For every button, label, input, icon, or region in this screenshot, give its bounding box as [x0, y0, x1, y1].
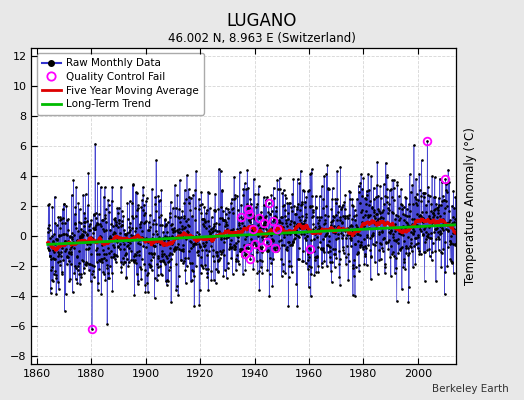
Y-axis label: Temperature Anomaly (°C): Temperature Anomaly (°C) [464, 127, 477, 285]
Text: LUGANO: LUGANO [227, 12, 297, 30]
Legend: Raw Monthly Data, Quality Control Fail, Five Year Moving Average, Long-Term Tren: Raw Monthly Data, Quality Control Fail, … [37, 53, 204, 114]
Text: 46.002 N, 8.963 E (Switzerland): 46.002 N, 8.963 E (Switzerland) [168, 32, 356, 45]
Text: Berkeley Earth: Berkeley Earth [432, 384, 508, 394]
